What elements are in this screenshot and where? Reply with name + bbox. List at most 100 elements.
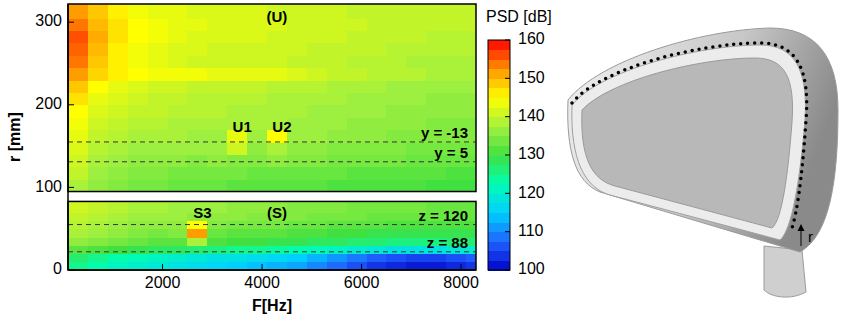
heatmap-cell: [287, 30, 308, 43]
heatmap-cell: [207, 105, 228, 118]
heatmap-cell: [187, 237, 208, 246]
heatmap-cell: [327, 212, 348, 221]
heatmap-cell: [426, 80, 447, 93]
heatmap-cell: [187, 68, 208, 81]
colorbar-band: [488, 69, 510, 79]
heatmap-cell: [287, 245, 308, 254]
heatmap-cell: [108, 4, 129, 19]
heatmap-cell: [128, 201, 149, 212]
heatmap-cell: [287, 253, 308, 262]
heatmap-cell: [287, 237, 308, 246]
colorbar-title: PSD [dB]: [486, 8, 552, 25]
heatmap-cell: [287, 43, 308, 56]
heatmap-cell: [426, 92, 447, 105]
heatmap-cell: [207, 253, 228, 262]
heatmap-cell: [446, 92, 467, 105]
heatmap-cell: [187, 80, 208, 93]
colorbar-tick-label: 100: [518, 260, 545, 277]
heatmap-cell: [187, 30, 208, 43]
heatmap-cell: [287, 167, 308, 180]
heatmap-cell: [68, 43, 89, 56]
heatmap-cell: [386, 43, 407, 56]
heatmap-cell: [168, 130, 189, 143]
heatmap-cell: [68, 30, 89, 43]
heatmap-cell: [148, 43, 169, 56]
colorbar-band: [488, 155, 510, 165]
colorbar-band: [488, 251, 510, 261]
heatmap-cell: [287, 142, 308, 155]
heatmap-cell: [347, 142, 368, 155]
heatmap-cell: [128, 154, 149, 167]
heatmap-cell: [386, 142, 407, 155]
heatmap-cell: [367, 117, 388, 130]
heatmap-cell: [247, 142, 268, 155]
heatmap-cell: [347, 55, 368, 68]
heatmap-cell: [68, 130, 89, 143]
heatmap-cell: [148, 237, 169, 246]
heatmap-cell: [187, 130, 208, 143]
heatmap-cell: [406, 262, 427, 270]
heatmap-cell: [307, 154, 328, 167]
heatmap-cell: [307, 229, 328, 238]
heatmap-cell: [287, 55, 308, 68]
annotation: U1: [233, 118, 252, 135]
heatmap-cell: [207, 18, 228, 31]
heatmap-cell: [88, 105, 109, 118]
heatmap-cell: [327, 253, 348, 262]
colorbar-tick-label: 120: [518, 184, 545, 201]
heatmap-cell: [347, 30, 368, 43]
colorbar-band: [488, 174, 510, 184]
colorbar-band: [488, 117, 510, 127]
heatmap-cell: [108, 237, 129, 246]
heatmap-cell: [88, 253, 109, 262]
heatmap-cell: [466, 43, 476, 56]
heatmap-cell: [347, 212, 368, 221]
heatmap-cell: [68, 229, 89, 238]
mirror-foot: [764, 246, 806, 297]
heatmap-cell: [367, 262, 388, 270]
heatmap-cell: [227, 4, 248, 19]
heatmap-cell: [108, 80, 129, 93]
reference-line-label: z = 120: [418, 207, 468, 224]
heatmap-cell: [406, 4, 427, 19]
heatmap-cell: [426, 55, 447, 68]
heatmap-cell: [88, 179, 109, 192]
heatmap-cell: [227, 201, 248, 212]
heatmap-cell: [148, 68, 169, 81]
heatmap-cell: [108, 253, 129, 262]
heatmap-cell: [327, 167, 348, 180]
heatmap-cell: [367, 18, 388, 31]
heatmap-cell: [367, 55, 388, 68]
heatmap-cell: [148, 154, 169, 167]
colorbar-band: [488, 232, 510, 242]
heatmap-cell: [207, 30, 228, 43]
heatmap-cell: [347, 105, 368, 118]
heatmap-cell: [446, 68, 467, 81]
heatmap-cell: [247, 30, 268, 43]
heatmap-cell: [88, 167, 109, 180]
heatmap-cell: [207, 245, 228, 254]
heatmap-cell: [466, 167, 476, 180]
heatmap-cell: [108, 68, 129, 81]
heatmap-cell: [187, 142, 208, 155]
heatmap-cell: [227, 262, 248, 270]
heatmap-cell: [307, 245, 328, 254]
x-tick-label: 2000: [145, 274, 181, 291]
heatmap-cell: [128, 4, 149, 19]
heatmap-cell: [307, 117, 328, 130]
colorbar-tick: [505, 193, 510, 194]
colorbar-band: [488, 98, 510, 108]
colorbar-tick: [505, 78, 510, 79]
heatmap-cell: [386, 229, 407, 238]
heatmap-cell: [227, 80, 248, 93]
heatmap-cell: [347, 43, 368, 56]
heatmap-cell: [347, 245, 368, 254]
heatmap-cell: [267, 30, 288, 43]
panel-box: [68, 201, 476, 270]
x-axis-line: [68, 269, 476, 271]
heatmap-cell: [168, 105, 189, 118]
heatmap-cell: [168, 68, 189, 81]
heatmap-cell: [187, 229, 208, 238]
heatmap-cell: [287, 105, 308, 118]
heatmap-cell: [247, 253, 268, 262]
